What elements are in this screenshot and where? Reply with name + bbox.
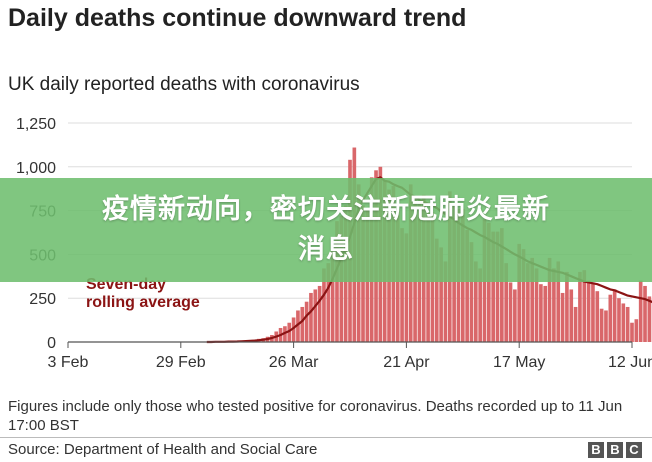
- bbc-logo-letter: C: [626, 442, 642, 458]
- bar: [604, 310, 608, 342]
- bar: [504, 263, 509, 342]
- bbc-logo-letter: B: [588, 442, 604, 458]
- source-note: Source: Department of Health and Social …: [8, 441, 318, 458]
- bar: [647, 296, 652, 342]
- bar: [309, 292, 313, 342]
- bar: [478, 268, 482, 342]
- bar: [634, 319, 639, 342]
- bar: [630, 322, 634, 342]
- bar: [582, 270, 587, 342]
- bar: [313, 289, 318, 342]
- y-tick-label: 250: [29, 291, 56, 308]
- bar: [612, 289, 617, 342]
- x-tick-label: 26 Mar: [269, 354, 319, 371]
- x-tick-label: 17 May: [493, 354, 545, 371]
- bar: [513, 289, 517, 342]
- bar: [586, 280, 591, 342]
- y-tick-label: 0: [47, 335, 56, 352]
- bar: [621, 303, 626, 342]
- bar: [404, 233, 409, 342]
- bar: [569, 289, 574, 342]
- bar: [400, 228, 404, 342]
- bar: [322, 268, 326, 342]
- bar: [578, 271, 582, 342]
- bar: [556, 261, 561, 342]
- x-tick-label: 21 Apr: [383, 354, 430, 371]
- bar: [317, 285, 322, 342]
- bar: [534, 268, 539, 342]
- bar: [547, 257, 552, 342]
- bar: [543, 285, 548, 342]
- footnote: Figures include only those who tested po…: [8, 398, 623, 434]
- bar: [595, 291, 600, 342]
- annotation-label: rolling average: [86, 294, 200, 311]
- bar: [599, 308, 604, 342]
- bar: [291, 317, 296, 342]
- bar: [287, 322, 292, 342]
- bar: [643, 285, 647, 342]
- bar: [638, 280, 643, 342]
- bar: [560, 292, 565, 342]
- bar: [530, 257, 535, 342]
- bar: [617, 298, 621, 342]
- bar: [443, 261, 448, 342]
- bar: [491, 231, 495, 342]
- bar: [465, 229, 469, 342]
- bar: [508, 282, 513, 342]
- bar: [565, 271, 569, 342]
- bar: [330, 243, 335, 342]
- bar: [500, 228, 504, 342]
- bar: [625, 306, 630, 342]
- bar: [300, 306, 305, 342]
- bar: [439, 247, 443, 342]
- bar: [434, 238, 439, 342]
- banner-line-2: 消息: [298, 234, 354, 265]
- headline-banner: 疫情新动向，密切关注新冠肺炎最新 消息: [0, 178, 652, 282]
- x-tick-label: 12 Jun: [608, 354, 652, 371]
- bar: [539, 284, 543, 342]
- bar: [487, 222, 491, 342]
- bar: [283, 326, 287, 342]
- bar: [495, 231, 500, 342]
- y-tick-label: 1,000: [16, 160, 56, 177]
- chart-heading: Daily deaths continue downward trend: [8, 4, 467, 32]
- bar: [591, 282, 595, 342]
- chart-title: UK daily reported deaths with coronaviru…: [8, 74, 360, 95]
- bar: [326, 263, 331, 342]
- bar: [517, 243, 522, 342]
- bar: [304, 301, 309, 342]
- bar: [526, 263, 530, 342]
- bbc-logo-letter: B: [607, 442, 623, 458]
- bar: [608, 294, 613, 342]
- divider: [0, 437, 652, 438]
- bar: [552, 268, 556, 342]
- y-tick-label: 1,250: [16, 116, 56, 133]
- bbc-logo: B B C: [588, 442, 642, 458]
- x-tick-label: 29 Feb: [156, 354, 206, 371]
- x-tick-label: 3 Feb: [48, 354, 89, 371]
- bar: [473, 261, 478, 342]
- banner-line-1: 疫情新动向，密切关注新冠肺炎最新: [102, 194, 550, 225]
- bar: [469, 242, 474, 342]
- bar: [296, 310, 300, 342]
- bar: [521, 249, 526, 342]
- bar: [573, 306, 578, 342]
